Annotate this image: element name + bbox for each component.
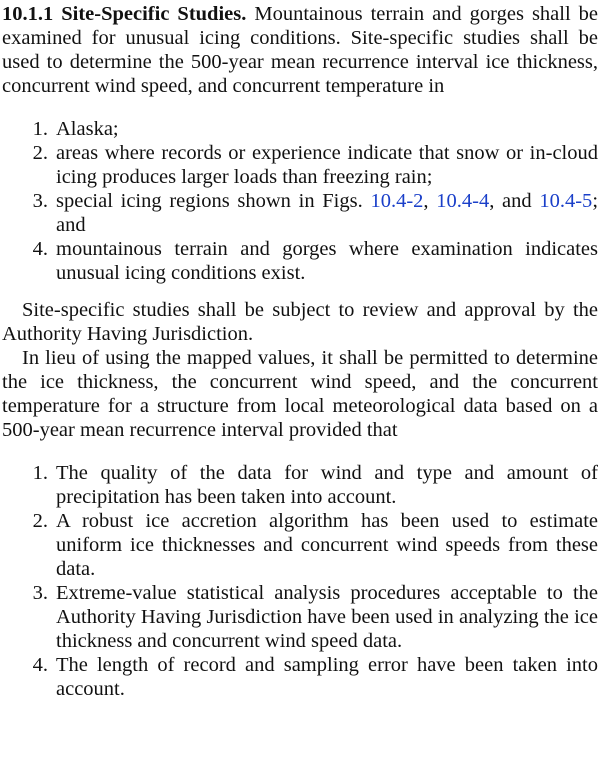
list-item-text: The quality of the data for wind and typ… [56, 462, 598, 508]
section-intro-paragraph: 10.1.1 Site-Specific Studies. Mountainou… [2, 2, 598, 98]
list-item: 1. Alaska; [2, 117, 598, 141]
review-paragraph: Site-specific studies shall be subject t… [2, 299, 598, 345]
list-item: 2. A robust ice accretion algorithm has … [2, 509, 598, 581]
list-item-text-before: special icing regions shown in Figs. [56, 190, 363, 212]
section-intro-text: Mountainous terrain and gorges shall be … [2, 3, 599, 97]
list-item-text: A robust ice accretion algorithm has bee… [56, 510, 598, 580]
figure-link-10-4-4[interactable]: 10.4-4 [436, 190, 490, 212]
list-item-number: 1. [32, 462, 48, 484]
list-item-text: Extreme-value statistical analysis proce… [56, 582, 598, 652]
list-separator: , and [489, 190, 532, 212]
list-item-text-after: ; and [56, 190, 599, 236]
list-item: 4. The length of record and sampling err… [2, 653, 598, 701]
list-item-number: 3. [32, 190, 48, 212]
list-item-text: The length of record and sampling error … [56, 654, 598, 700]
list-item: 2. areas where records or experience ind… [2, 141, 598, 189]
list-item: 1. The quality of the data for wind and … [2, 461, 598, 509]
list-item-text: mountainous terrain and gorges where exa… [56, 238, 598, 284]
list-item-text: Alaska; [56, 118, 119, 140]
list-item-number: 4. [32, 654, 48, 676]
figure-link-10-4-2[interactable]: 10.4-2 [370, 190, 424, 212]
site-specific-list: 1. Alaska; 2. areas where records or exp… [2, 117, 598, 285]
list-item-number: 1. [32, 118, 48, 140]
list-item-number: 2. [32, 510, 48, 532]
list-item: 3. special icing regions shown in Figs. … [2, 189, 598, 237]
figure-link-10-4-5[interactable]: 10.4-5 [539, 190, 593, 212]
list-item-number: 3. [32, 582, 48, 604]
list-separator: , [423, 190, 429, 212]
list-item-number: 4. [32, 238, 48, 260]
list-item: 3. Extreme-value statistical analysis pr… [2, 581, 598, 653]
list-item-text: special icing regions shown in Figs. 10.… [56, 189, 598, 237]
local-data-paragraph: In lieu of using the mapped values, it s… [2, 347, 598, 441]
list-item-number: 2. [32, 142, 48, 164]
conditions-list: 1. The quality of the data for wind and … [2, 461, 598, 701]
section-heading: 10.1.1 Site-Specific Studies. [2, 3, 247, 25]
list-item: 4. mountainous terrain and gorges where … [2, 237, 598, 285]
list-item-text: areas where records or experience indica… [56, 142, 598, 188]
